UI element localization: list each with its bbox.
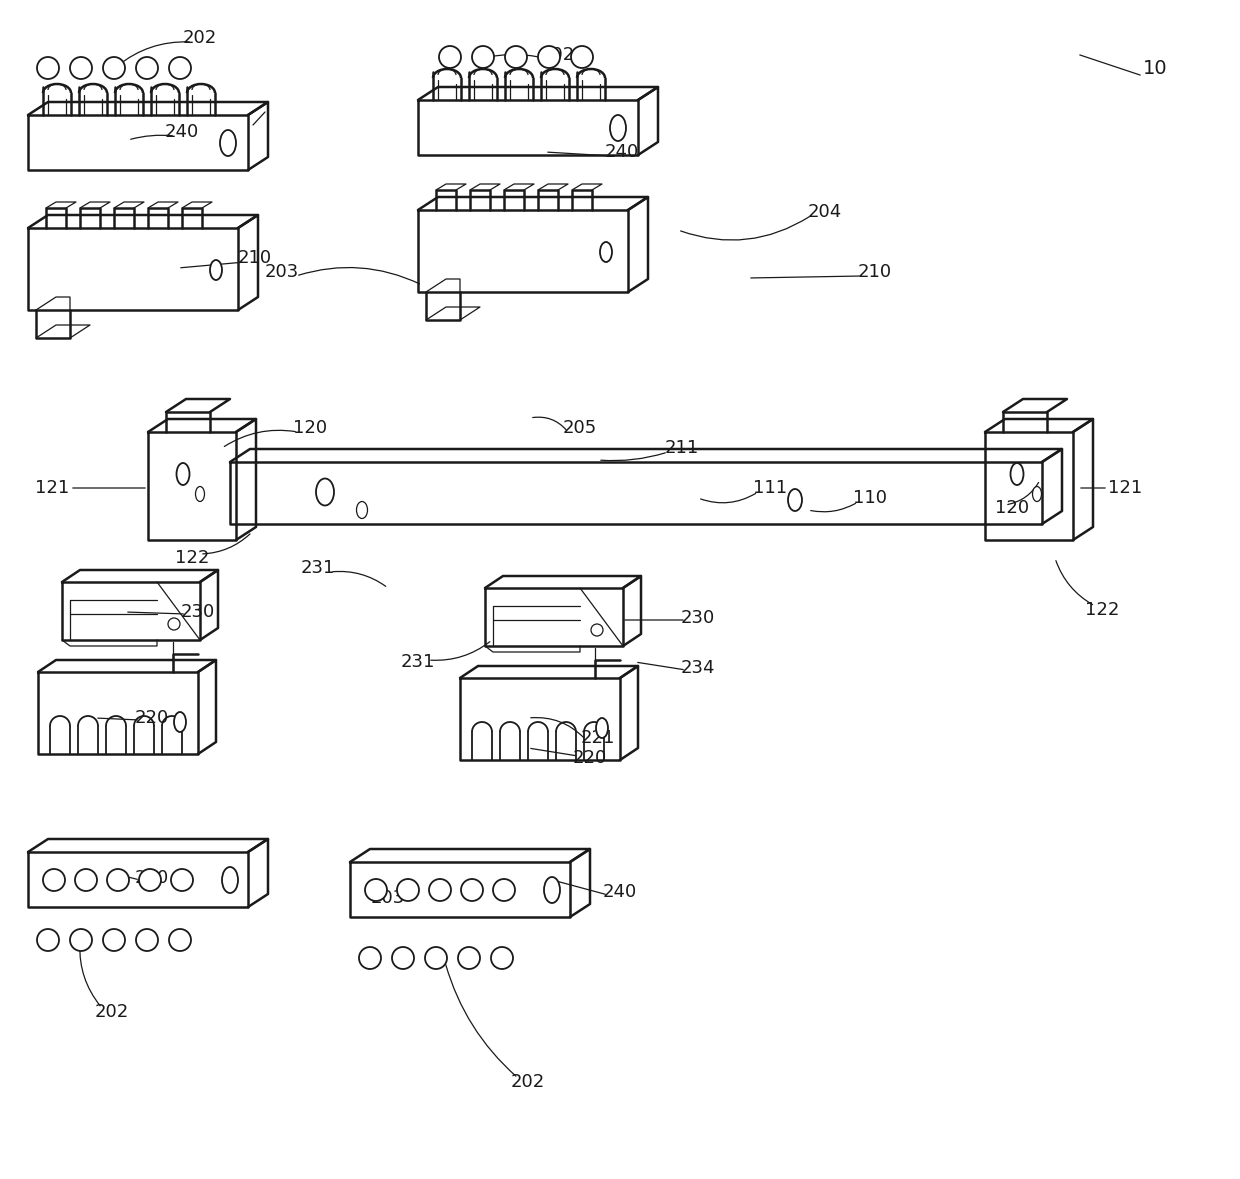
Text: 240: 240 [165,123,200,141]
Ellipse shape [37,57,60,79]
Ellipse shape [505,46,527,68]
Ellipse shape [136,57,157,79]
Text: 121: 121 [1107,479,1142,498]
Ellipse shape [1033,487,1042,501]
Ellipse shape [219,130,236,156]
Ellipse shape [107,869,129,891]
Ellipse shape [591,624,603,635]
Text: 202: 202 [511,1073,546,1091]
Ellipse shape [196,487,205,501]
Text: 210: 210 [858,263,892,281]
Text: 202: 202 [541,46,575,64]
Text: 240: 240 [603,883,637,901]
Ellipse shape [103,57,125,79]
Text: 110: 110 [853,489,887,507]
Ellipse shape [43,869,64,891]
Ellipse shape [429,880,451,901]
Ellipse shape [570,46,593,68]
Text: 220: 220 [573,749,608,768]
Text: 204: 204 [808,203,842,220]
Ellipse shape [169,929,191,951]
Text: 205: 205 [563,419,598,437]
Text: 211: 211 [665,439,699,457]
Text: 121: 121 [35,479,69,498]
Text: 202: 202 [182,29,217,47]
Text: 234: 234 [681,659,715,677]
Ellipse shape [176,463,190,485]
Ellipse shape [365,880,387,901]
Ellipse shape [425,947,446,969]
Ellipse shape [169,57,191,79]
Ellipse shape [397,880,419,901]
Ellipse shape [544,877,560,903]
Ellipse shape [171,869,193,891]
Ellipse shape [210,261,222,279]
Ellipse shape [37,929,60,951]
Ellipse shape [472,46,494,68]
Ellipse shape [392,947,414,969]
Ellipse shape [357,501,367,519]
Text: 210: 210 [238,249,272,266]
Ellipse shape [74,869,97,891]
Ellipse shape [174,712,186,732]
Ellipse shape [167,618,180,630]
Ellipse shape [494,880,515,901]
Text: 221: 221 [580,729,615,747]
Text: 230: 230 [681,610,715,627]
Ellipse shape [103,929,125,951]
Text: 10: 10 [1143,59,1167,78]
Text: 120: 120 [293,419,327,437]
Ellipse shape [222,867,238,893]
Ellipse shape [491,947,513,969]
Ellipse shape [461,880,484,901]
Text: 203: 203 [371,889,405,907]
Ellipse shape [538,46,560,68]
Ellipse shape [458,947,480,969]
Ellipse shape [69,929,92,951]
Ellipse shape [316,479,334,506]
Ellipse shape [69,57,92,79]
Ellipse shape [360,947,381,969]
Ellipse shape [139,869,161,891]
Ellipse shape [136,929,157,951]
Ellipse shape [596,718,608,738]
Text: 203: 203 [265,263,299,281]
Text: 240: 240 [135,869,169,887]
Text: 230: 230 [181,602,215,621]
Text: 202: 202 [95,1003,129,1021]
Text: 111: 111 [753,479,787,498]
Text: 220: 220 [135,709,169,727]
Text: 240: 240 [605,143,639,162]
Ellipse shape [439,46,461,68]
Text: 231: 231 [401,653,435,671]
Ellipse shape [600,242,613,262]
Ellipse shape [1011,463,1023,485]
Ellipse shape [787,489,802,511]
Ellipse shape [610,116,626,141]
Text: 231: 231 [301,559,335,577]
Text: 120: 120 [994,499,1029,518]
Text: 122: 122 [1085,601,1120,619]
Text: 122: 122 [175,549,210,567]
